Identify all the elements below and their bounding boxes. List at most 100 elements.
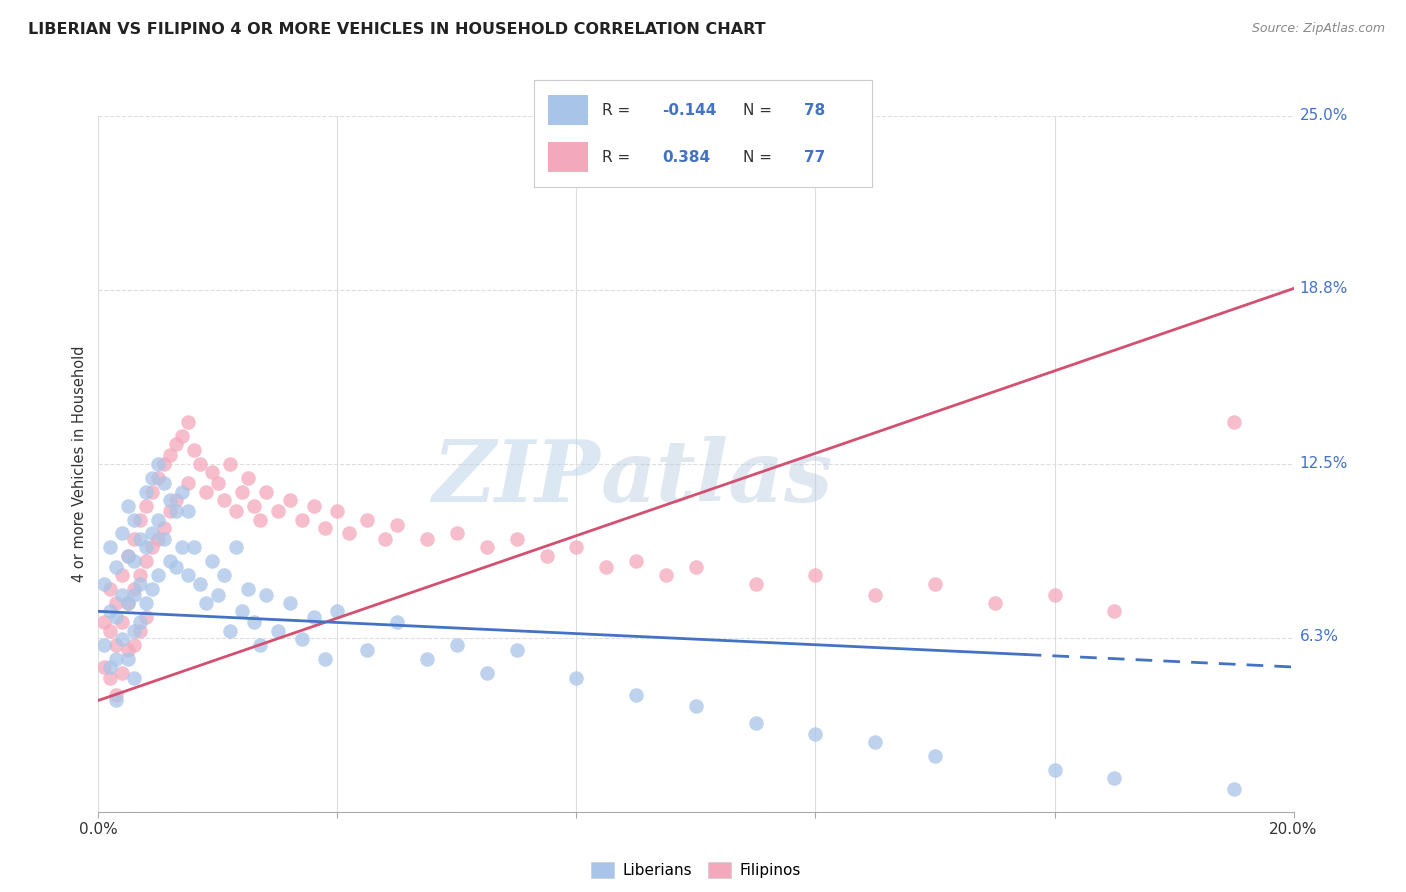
Point (148, 457, 170, 471)
Point (278, 596, 301, 610)
Text: -0.144: -0.144 (662, 103, 717, 118)
Point (201, 465, 224, 479)
Text: 12.5%: 12.5% (1299, 457, 1348, 471)
Point (165, 559, 187, 574)
Point (111, 588, 134, 602)
Point (865, 588, 887, 602)
Point (924, 576, 946, 591)
Point (177, 415, 200, 429)
Point (159, 504, 181, 518)
Point (177, 504, 200, 518)
Point (159, 554, 181, 568)
Point (290, 632, 312, 647)
Text: ZIP: ZIP (433, 436, 600, 519)
Point (302, 499, 325, 513)
Point (93, 615, 115, 630)
Point (98, 541, 122, 555)
Point (194, 596, 218, 610)
Point (219, 457, 242, 471)
Point (183, 541, 205, 555)
Point (243, 499, 266, 513)
Point (356, 643, 378, 657)
Point (506, 643, 529, 657)
Point (183, 442, 205, 457)
Point (416, 532, 439, 546)
FancyBboxPatch shape (548, 143, 588, 172)
Point (446, 638, 468, 652)
Point (141, 526, 163, 541)
Point (249, 638, 271, 652)
Text: LIBERIAN VS FILIPINO 4 OR MORE VEHICLES IN HOUSEHOLD CORRELATION CHART: LIBERIAN VS FILIPINO 4 OR MORE VEHICLES … (28, 22, 766, 37)
Point (201, 554, 224, 568)
Point (804, 568, 827, 582)
Point (129, 568, 152, 582)
Point (302, 610, 325, 624)
Point (141, 541, 163, 555)
Point (225, 504, 247, 518)
Point (111, 665, 134, 680)
Point (124, 582, 146, 596)
Point (1223, 415, 1246, 429)
Point (117, 499, 139, 513)
Point (124, 638, 146, 652)
Point (135, 596, 157, 610)
FancyBboxPatch shape (548, 95, 588, 125)
Point (129, 624, 152, 638)
Point (1043, 588, 1066, 602)
Point (153, 476, 176, 491)
Point (111, 526, 134, 541)
Point (129, 576, 152, 591)
Text: 78: 78 (804, 103, 825, 118)
Point (165, 504, 187, 518)
Point (148, 532, 170, 546)
Point (326, 504, 349, 518)
Point (98, 582, 122, 596)
Point (124, 671, 146, 685)
Point (117, 549, 139, 563)
Point (446, 526, 468, 541)
Point (148, 512, 170, 526)
Point (225, 541, 247, 555)
Point (172, 541, 194, 555)
Point (124, 512, 146, 526)
Point (148, 568, 170, 582)
Point (685, 559, 707, 574)
Point (194, 484, 218, 499)
Text: 0.384: 0.384 (662, 150, 710, 165)
Point (124, 532, 146, 546)
Legend: Liberians, Filipinos: Liberians, Filipinos (585, 856, 807, 884)
Point (624, 554, 647, 568)
Point (135, 541, 157, 555)
Text: 25.0%: 25.0% (1299, 109, 1348, 123)
Point (745, 576, 768, 591)
Point (506, 532, 529, 546)
Point (111, 568, 134, 582)
Point (745, 715, 768, 730)
Point (231, 484, 253, 499)
Point (278, 493, 301, 508)
Point (105, 651, 128, 665)
Text: 18.8%: 18.8% (1299, 281, 1348, 296)
Point (416, 651, 439, 665)
Point (98, 671, 122, 685)
Point (865, 735, 887, 749)
Text: 77: 77 (804, 150, 825, 165)
Point (1043, 763, 1066, 777)
Point (98, 624, 122, 638)
Point (385, 518, 409, 533)
Y-axis label: 4 or more Vehicles in Household: 4 or more Vehicles in Household (72, 345, 87, 582)
Point (267, 624, 290, 638)
Point (135, 610, 157, 624)
Point (924, 749, 946, 764)
Point (595, 559, 617, 574)
Point (98, 604, 122, 618)
Point (93, 660, 115, 674)
Point (315, 521, 337, 535)
Point (231, 604, 253, 618)
Point (207, 588, 229, 602)
Point (655, 568, 678, 582)
Point (1223, 782, 1246, 797)
Point (153, 521, 176, 535)
Point (105, 610, 128, 624)
Point (172, 484, 194, 499)
